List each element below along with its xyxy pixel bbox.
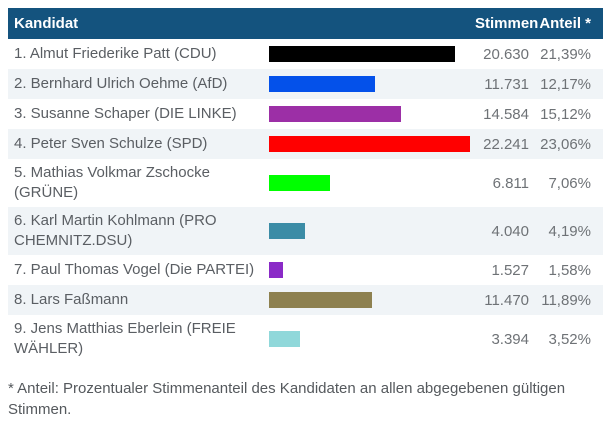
vote-bar-cell <box>269 331 475 347</box>
candidate-name: 7. Paul Thomas Vogel (Die PARTEI) <box>14 261 255 278</box>
footnote: * Anteil: Prozentualer Stimmenanteil des… <box>8 380 566 418</box>
header-stimmen: Stimmen <box>475 15 539 32</box>
vote-bar-cell <box>269 223 475 239</box>
table-row: 4. Peter Sven Schulze (SPD) 22.241 23,06% <box>8 129 603 159</box>
vote-bar-cell <box>269 76 475 92</box>
candidate-name: 6. Karl Martin Kohlmann (PRO CHEMNITZ.DS… <box>14 212 217 249</box>
vote-bar-cell <box>269 262 475 278</box>
share-value: 23,06% <box>540 135 591 153</box>
table-row: 1. Almut Friederike Patt (CDU) 20.630 21,3… <box>8 39 603 69</box>
share-value: 1,58% <box>548 261 591 279</box>
share-value: 4,19% <box>548 222 591 240</box>
candidate-name: 5. Mathias Volkmar Zschocke (GRÜNE) <box>14 164 210 201</box>
votes-value: 1.527 <box>491 261 529 279</box>
votes-value: 20.630 <box>483 45 529 63</box>
candidate-name: 9. Jens Matthias Eberlein (FREIE WÄHLER) <box>14 320 236 357</box>
votes-value: 11.731 <box>484 75 529 93</box>
table-row: 7. Paul Thomas Vogel (Die PARTEI) 1.527 1,… <box>8 255 603 285</box>
vote-bar <box>269 175 331 191</box>
vote-bar <box>269 292 373 308</box>
vote-bar <box>269 136 470 152</box>
share-value: 7,06% <box>548 174 591 192</box>
vote-bar-cell <box>269 106 475 122</box>
candidate-name: 4. Peter Sven Schulze (SPD) <box>14 135 208 152</box>
votes-value: 11.470 <box>484 291 529 309</box>
header-kandidat: Kandidat <box>14 14 79 32</box>
vote-bar <box>269 331 300 347</box>
vote-bar <box>269 223 306 239</box>
share-value: 12,17% <box>540 75 591 93</box>
votes-value: 6.811 <box>492 174 529 192</box>
table-header: Kandidat Stimmen Anteil * <box>8 8 603 39</box>
table-row: 2. Bernhard Ulrich Oehme (AfD) 11.731 12,1… <box>8 69 603 99</box>
table-row: 5. Mathias Volkmar Zschocke (GRÜNE) 6.811… <box>8 159 603 207</box>
share-value: 11,89% <box>541 291 591 309</box>
votes-value: 4.040 <box>491 222 529 240</box>
share-value: 3,52% <box>548 330 591 348</box>
candidate-name: 3. Susanne Schaper (DIE LINKE) <box>14 105 237 122</box>
table-row: 3. Susanne Schaper (DIE LINKE) 14.584 15,1… <box>8 99 603 129</box>
vote-bar-cell <box>269 292 475 308</box>
table-row: 8. Lars Faßmann 11.470 11,89% <box>8 285 603 315</box>
share-value: 15,12% <box>540 105 591 123</box>
results-table: Kandidat Stimmen Anteil * 1. Almut Fried… <box>8 8 603 363</box>
candidate-name: 1. Almut Friederike Patt (CDU) <box>14 45 217 62</box>
vote-bar <box>269 76 375 92</box>
candidate-name: 8. Lars Faßmann <box>14 291 129 308</box>
vote-bar-cell <box>269 175 475 191</box>
share-value: 21,39% <box>540 45 591 63</box>
vote-bar <box>269 262 283 278</box>
votes-value: 22.241 <box>483 135 529 153</box>
votes-value: 3.394 <box>491 330 529 348</box>
table-row: 6. Karl Martin Kohlmann (PRO CHEMNITZ.DS… <box>8 207 603 255</box>
table-row: 9. Jens Matthias Eberlein (FREIE WÄHLER)… <box>8 315 603 363</box>
vote-bar-cell <box>269 46 475 62</box>
vote-bar <box>269 106 401 122</box>
vote-bar-cell <box>269 136 475 152</box>
candidate-name: 2. Bernhard Ulrich Oehme (AfD) <box>14 75 228 92</box>
header-anteil: Anteil * <box>539 15 591 32</box>
votes-value: 14.584 <box>483 105 529 123</box>
table-body: 1. Almut Friederike Patt (CDU) 20.630 21,3… <box>8 39 603 363</box>
vote-bar <box>269 46 456 62</box>
